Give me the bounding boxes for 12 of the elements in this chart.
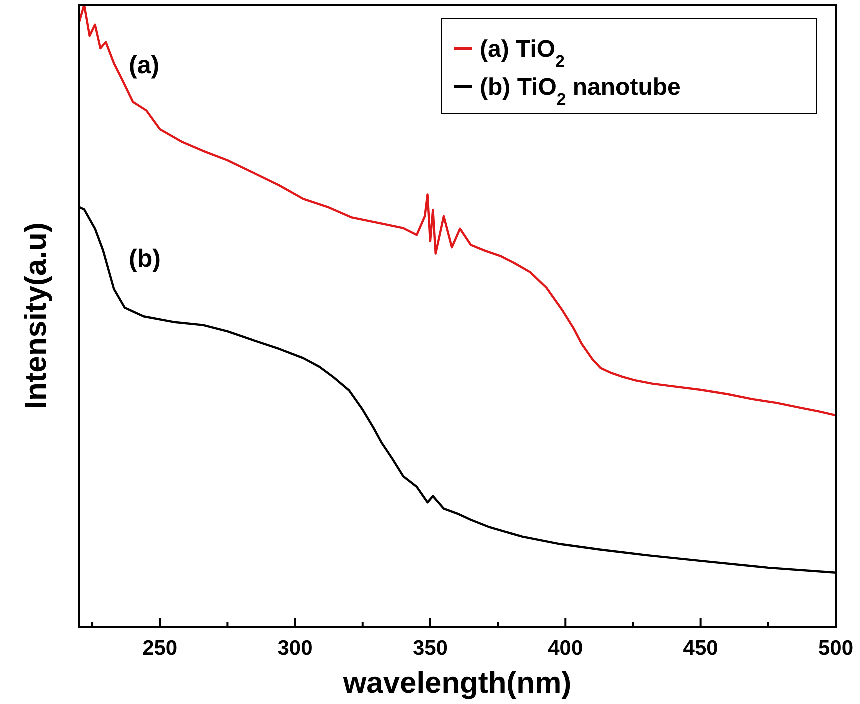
x-tick-label: 500	[818, 637, 854, 660]
legend-label: (a) TiO$_{2}$	[480, 36, 565, 70]
y-axis-title: Intensity(a.u)	[20, 222, 53, 410]
annotation: (b)	[129, 245, 161, 274]
x-tick-label: 350	[412, 637, 448, 660]
annotation: (a)	[129, 52, 160, 80]
x-tick-label: 450	[683, 637, 718, 660]
x-tick-label: 400	[548, 637, 584, 660]
x-axis-title: wavelength(nm)	[342, 667, 572, 700]
x-tick-label: 300	[278, 637, 313, 660]
x-tick-label: 250	[142, 637, 178, 660]
legend-label: (b) TiO$_{2}$ nanotube	[480, 74, 681, 108]
